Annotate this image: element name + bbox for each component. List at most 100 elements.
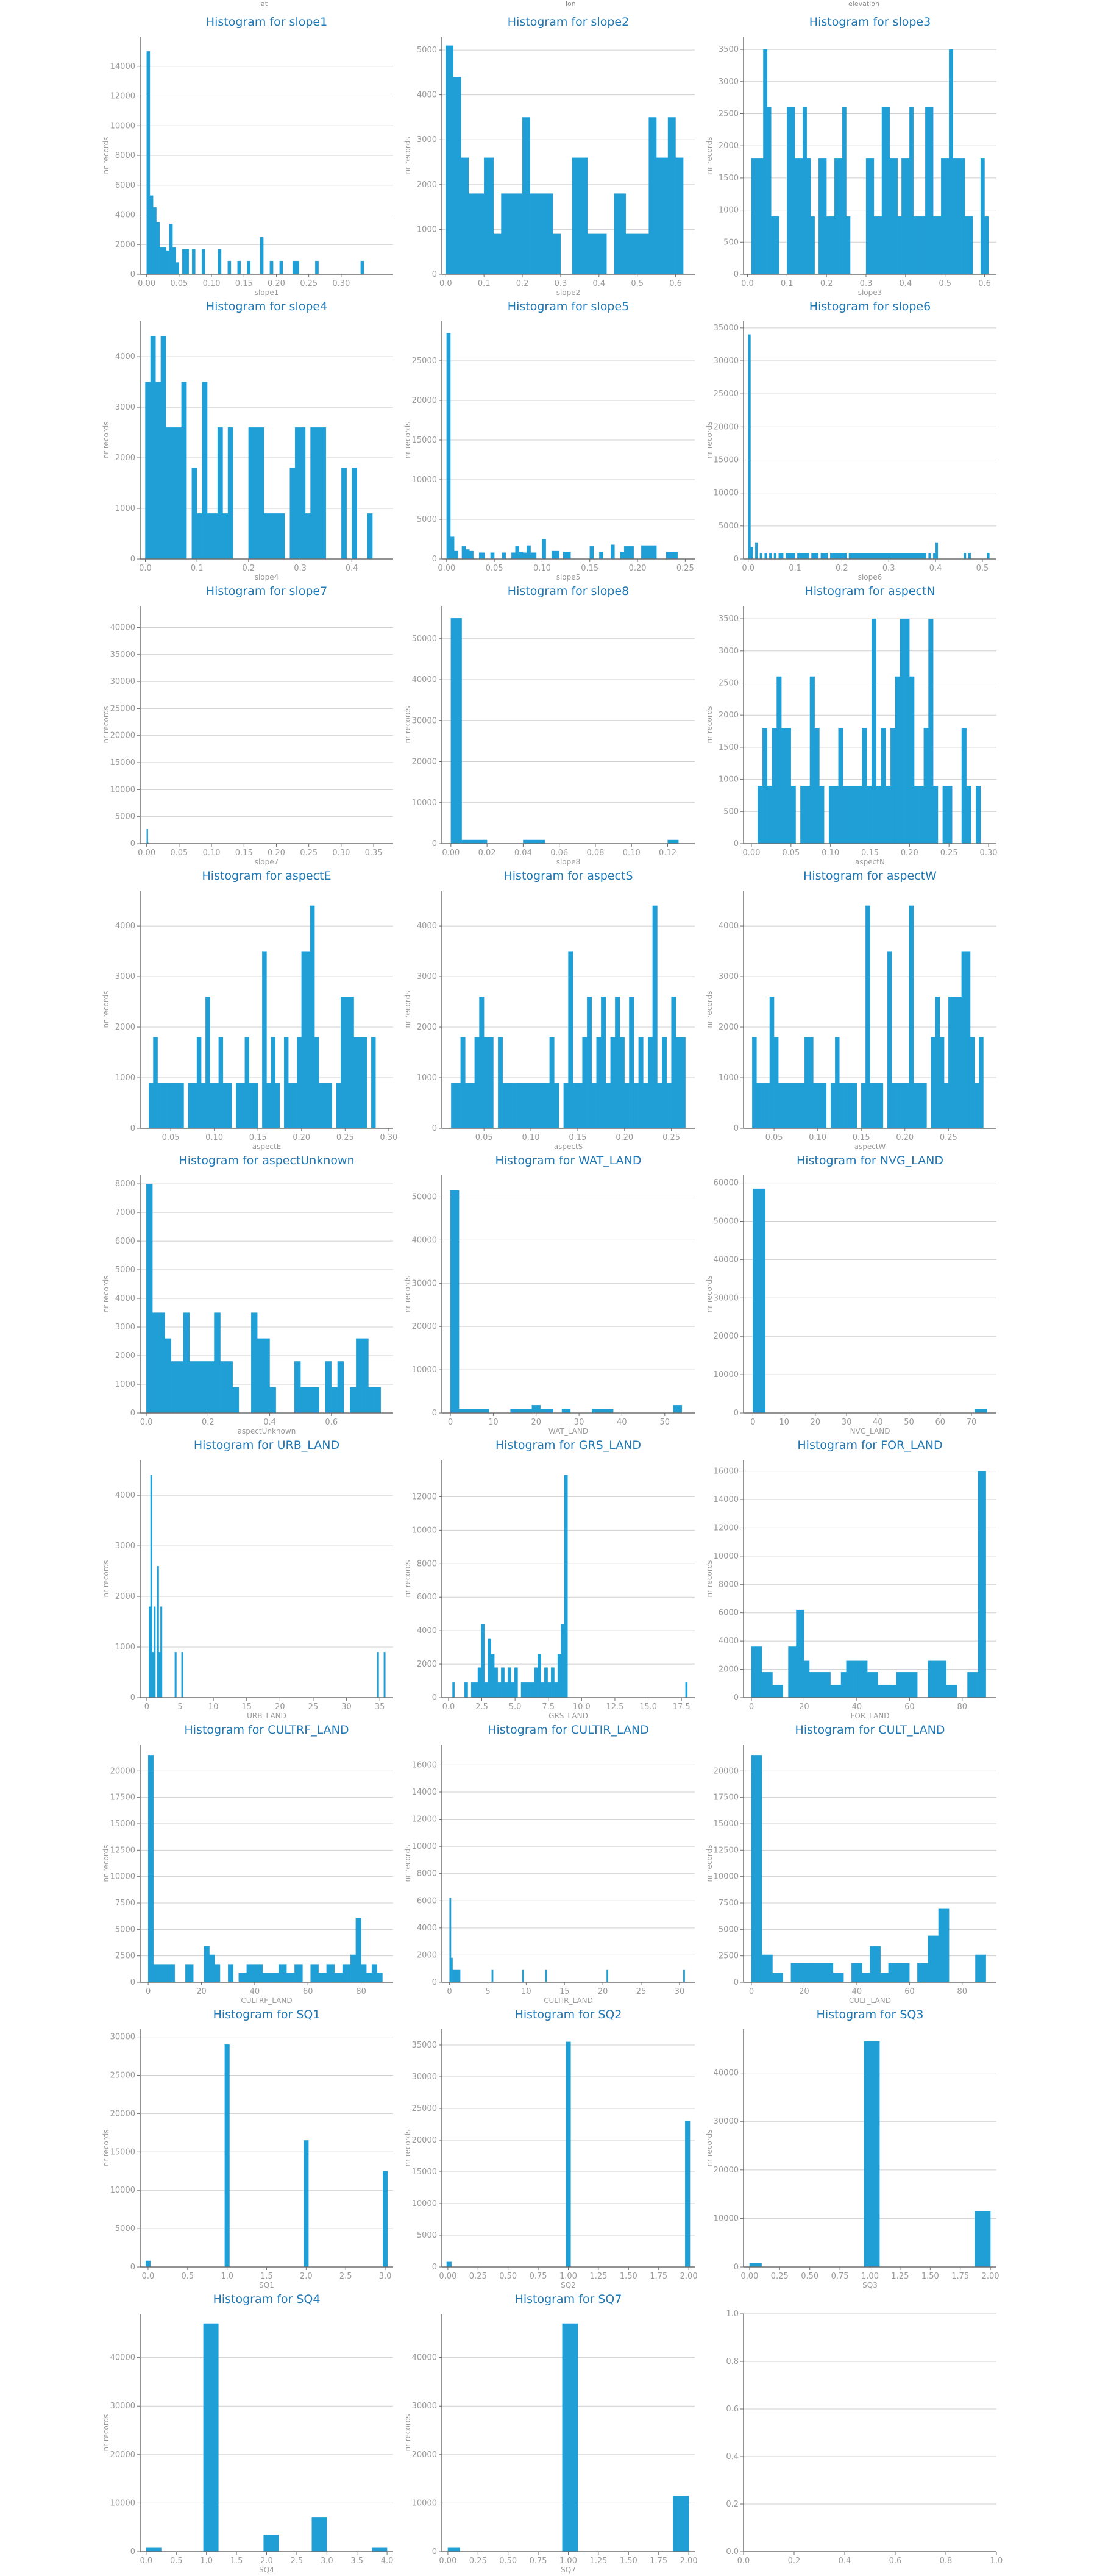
y-tick-label: 10000 [412, 1365, 437, 1375]
histogram-bar [201, 249, 205, 275]
y-tick-label: 3500 [719, 614, 739, 624]
histogram-bar [918, 785, 924, 844]
y-tick-label: 5000 [417, 46, 437, 55]
histogram-bar [452, 1969, 455, 1983]
x-tick-label: 0.20 [901, 849, 918, 858]
histogram-bar [220, 1361, 227, 1414]
y-tick-label: 0 [130, 2263, 135, 2272]
histogram-bar [819, 785, 825, 844]
histogram-bar [830, 1083, 836, 1129]
histogram-bar [540, 1083, 550, 1129]
y-tick-label: 0 [130, 2547, 135, 2556]
histogram-bar [947, 785, 953, 844]
x-tick-label: 0.10 [203, 849, 221, 858]
histogram-bar [450, 1190, 460, 1414]
x-tick-label: 0.00 [138, 849, 155, 858]
x-tick-label: 15.0 [639, 1703, 657, 1712]
histogram-bar [591, 1083, 597, 1129]
histogram-bar [666, 552, 674, 560]
y-tick-label: 1000 [115, 1380, 135, 1389]
histogram-bar [839, 1083, 844, 1129]
x-tick-label: 40 [852, 1987, 862, 1996]
x-tick-label: 0.25 [469, 2556, 487, 2566]
histogram-bar [629, 997, 634, 1129]
histogram-bar [515, 546, 519, 560]
histogram-bar [880, 1973, 889, 1983]
histogram-bar [228, 1964, 234, 1983]
histogram-bar [455, 1083, 461, 1129]
x-axis-label: SQ3 [862, 2281, 878, 2290]
y-tick-label: 0 [432, 2263, 437, 2272]
histogram-bar [480, 1409, 489, 1414]
y-tick-label: 30000 [110, 2033, 135, 2042]
y-tick-label: 12000 [412, 1815, 437, 1824]
x-tick-label: 0.15 [235, 849, 253, 858]
histogram-bar [817, 1083, 822, 1129]
histogram-chart: Histogram for slope4 0 1000 2000 3000 4000 0.0… [102, 300, 393, 582]
y-tick-label: 0 [734, 270, 739, 279]
histogram-bar [210, 1083, 219, 1129]
y-tick-label: 12000 [110, 92, 135, 101]
histogram-bar [232, 1387, 240, 1414]
x-tick-label: 0.1 [478, 279, 491, 288]
histogram-bar [857, 785, 862, 844]
histogram-chart: Histogram for WAT_LAND 0 10000 20000 30000 40… [403, 1154, 695, 1436]
histogram-bar [550, 1667, 555, 1698]
y-tick-label: 0 [130, 1693, 135, 1703]
histogram-bar [453, 77, 461, 275]
histogram-bar [878, 1083, 884, 1129]
histogram-bar [204, 1946, 210, 1983]
y-tick-label: 10000 [110, 2499, 135, 2508]
histogram-bar [305, 951, 311, 1129]
histogram-bar [887, 951, 892, 1129]
histogram-bar [340, 997, 350, 1129]
histogram-bar [538, 1654, 541, 1698]
histogram-bar [310, 427, 327, 560]
histogram-bar [750, 547, 753, 560]
histogram-bar [149, 1606, 151, 1698]
histogram-bar [488, 1037, 494, 1129]
x-axis-label: SQ7 [561, 2566, 576, 2574]
histogram-bar [455, 1969, 458, 1983]
histogram-chart: Histogram for slope3 0 500 1000 1500 2000 2500… [705, 15, 996, 297]
x-tick-label: 30 [341, 1703, 352, 1712]
y-tick-label: 35000 [110, 650, 135, 660]
histogram-bar [355, 1918, 361, 1983]
x-tick-label: 0.08 [586, 849, 604, 858]
histogram-bar [157, 1083, 162, 1129]
chart-panel-20: Histogram for CULTIR_LAND 0 2000 4000 6000 80… [399, 1720, 740, 2007]
histogram-bar [933, 785, 939, 844]
histogram-bar [182, 249, 189, 275]
y-tick-label: 10000 [714, 2214, 739, 2223]
y-tick-label: 17500 [110, 1793, 135, 1802]
histogram-bar [797, 553, 809, 560]
y-tick-label: 3000 [115, 1323, 135, 1332]
y-tick-label: 0 [734, 1409, 739, 1418]
histogram-bar [913, 1083, 918, 1129]
histogram-bar [514, 1667, 518, 1698]
y-tick-label: 20000 [714, 1767, 739, 1776]
histogram-bar [941, 158, 950, 275]
histogram-bar [253, 1083, 258, 1129]
y-tick-label: 2500 [719, 678, 739, 688]
y-tick-label: 30000 [412, 716, 437, 725]
y-axis-label: nr records [705, 137, 714, 174]
histogram-bar [773, 1037, 779, 1129]
histogram-bar [169, 223, 173, 275]
histogram-bar [846, 1660, 857, 1698]
histogram-bar [523, 839, 534, 844]
histogram-bar [294, 427, 306, 560]
histogram-bar [248, 427, 264, 560]
x-tick-label: 3.0 [379, 2272, 392, 2281]
x-tick-label: 40 [250, 1987, 260, 1996]
y-tick-label: 60000 [714, 1179, 739, 1188]
histogram-chart: Histogram for SQ1 0 5000 10000 15000 20000 250… [102, 2008, 393, 2290]
x-axis-label: slope7 [255, 858, 279, 866]
histogram-bar [909, 676, 915, 844]
top-label-elevation: elevation [848, 0, 879, 8]
histogram-bar [922, 1083, 927, 1129]
histogram-bar [512, 1083, 517, 1129]
x-tick-label: 0.6 [889, 2556, 902, 2566]
y-tick-label: 1000 [417, 225, 437, 234]
histogram-bar [871, 618, 877, 844]
